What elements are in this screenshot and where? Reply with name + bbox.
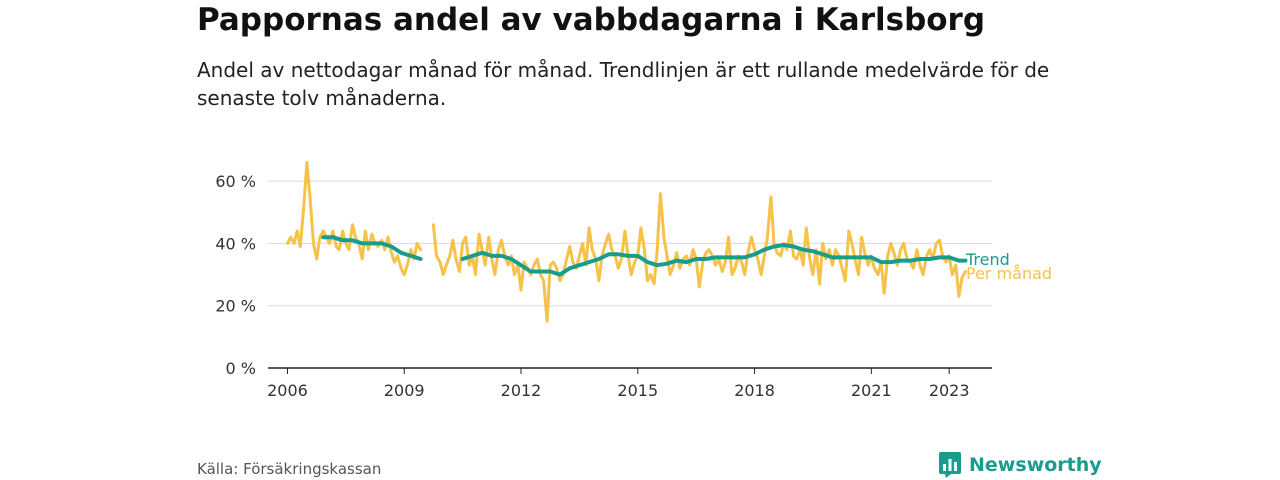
y-tick-label: 20 % — [215, 297, 256, 316]
series-lines — [286, 161, 968, 323]
monthly-series-line — [431, 192, 967, 323]
x-tick-label: 2015 — [617, 381, 658, 400]
x-tick-label: 2021 — [851, 381, 892, 400]
newsworthy-logo-icon — [939, 452, 961, 478]
x-tick-label: 2006 — [267, 381, 308, 400]
y-tick-label: 40 % — [215, 234, 256, 253]
chart-title: Pappornas andel av vabbdagarna i Karlsbo… — [197, 2, 986, 38]
brand-logo[interactable]: Newsworthy — [939, 452, 1102, 478]
y-tick-label: 60 % — [215, 172, 256, 191]
x-tick-label: 2018 — [734, 381, 775, 400]
x-tick-label: 2023 — [929, 381, 970, 400]
x-tick-label: 2012 — [501, 381, 542, 400]
y-tick-label: 0 % — [226, 359, 256, 378]
y-axis-labels: 0 % 20 % 40 % 60 % — [215, 172, 256, 378]
chart-subtitle: Andel av nettodagar månad för månad. Tre… — [197, 58, 1050, 110]
monthly-series-label: Per månad — [966, 264, 1052, 283]
monthly-series-line — [286, 161, 423, 277]
x-axis-labels: 2006 2009 2012 2015 2018 2021 2023 — [267, 368, 970, 400]
x-tick-label: 2009 — [384, 381, 425, 400]
source-note: Källa: Försäkringskassan — [197, 460, 382, 478]
trend-series-label: Trend — [965, 250, 1010, 269]
brand-name: Newsworthy — [969, 454, 1102, 476]
trend-series-line — [460, 243, 968, 277]
trend-series-line — [321, 235, 423, 261]
